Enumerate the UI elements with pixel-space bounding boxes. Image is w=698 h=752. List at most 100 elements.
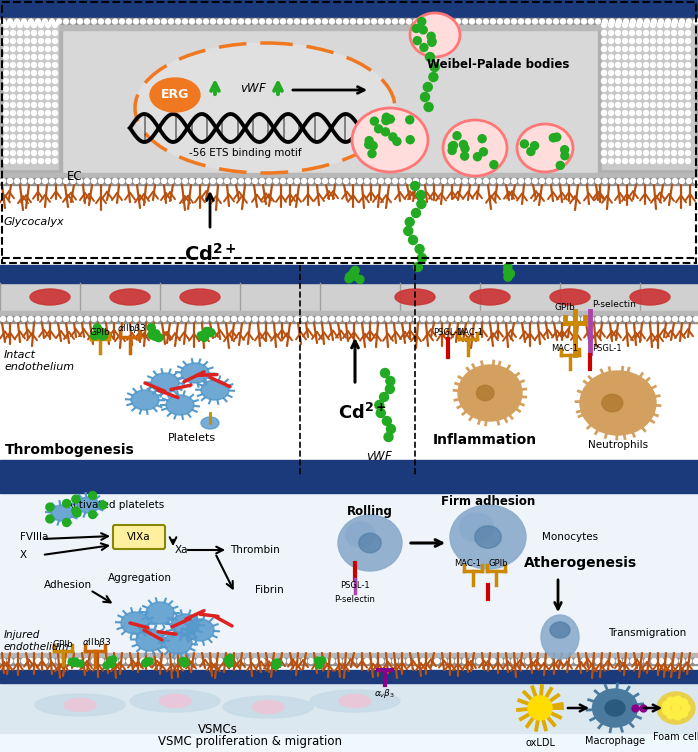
Circle shape <box>682 704 690 712</box>
Circle shape <box>52 95 57 99</box>
Circle shape <box>685 135 690 140</box>
Text: VIXa: VIXa <box>127 532 151 542</box>
Circle shape <box>246 19 251 24</box>
Circle shape <box>365 141 373 149</box>
Circle shape <box>456 178 461 183</box>
Circle shape <box>392 178 397 183</box>
Circle shape <box>161 19 167 24</box>
Circle shape <box>406 317 412 322</box>
Circle shape <box>288 317 292 322</box>
Circle shape <box>602 38 607 44</box>
Circle shape <box>155 334 163 341</box>
Circle shape <box>142 660 149 667</box>
Circle shape <box>52 62 57 68</box>
Circle shape <box>24 135 29 140</box>
Circle shape <box>22 19 27 24</box>
Circle shape <box>351 272 359 280</box>
Circle shape <box>665 178 671 183</box>
Circle shape <box>408 235 417 244</box>
Circle shape <box>616 111 621 116</box>
Circle shape <box>560 659 565 663</box>
Circle shape <box>595 659 600 663</box>
Bar <box>2 2 696 263</box>
Circle shape <box>609 159 614 163</box>
Circle shape <box>671 135 676 140</box>
Circle shape <box>197 178 202 183</box>
Circle shape <box>260 178 265 183</box>
Circle shape <box>658 19 664 24</box>
Bar <box>0 25 698 30</box>
Circle shape <box>554 178 558 183</box>
Circle shape <box>651 159 655 163</box>
Circle shape <box>473 153 482 161</box>
Circle shape <box>658 95 662 99</box>
Circle shape <box>560 146 569 153</box>
Circle shape <box>556 162 564 169</box>
Circle shape <box>609 19 614 24</box>
Ellipse shape <box>166 395 194 415</box>
Circle shape <box>253 178 258 183</box>
Circle shape <box>630 31 634 35</box>
Circle shape <box>651 135 655 140</box>
Circle shape <box>45 71 50 75</box>
Circle shape <box>189 317 195 322</box>
Circle shape <box>503 268 512 276</box>
Circle shape <box>678 71 683 75</box>
Circle shape <box>630 95 634 99</box>
Circle shape <box>181 660 188 667</box>
Circle shape <box>24 142 29 147</box>
Circle shape <box>678 135 683 140</box>
Circle shape <box>540 317 544 322</box>
Ellipse shape <box>550 622 570 638</box>
Text: Monocytes: Monocytes <box>542 532 598 542</box>
Circle shape <box>24 119 29 123</box>
Circle shape <box>477 659 482 663</box>
Circle shape <box>678 54 683 59</box>
Circle shape <box>413 19 419 24</box>
Circle shape <box>154 659 160 663</box>
Circle shape <box>630 150 634 156</box>
Circle shape <box>609 150 614 156</box>
Circle shape <box>143 658 150 666</box>
Circle shape <box>616 178 621 183</box>
Circle shape <box>685 62 690 68</box>
Circle shape <box>609 317 614 322</box>
Text: oxLDL: oxLDL <box>525 738 555 748</box>
Circle shape <box>50 659 54 663</box>
Circle shape <box>205 328 213 336</box>
Circle shape <box>302 317 306 322</box>
Circle shape <box>602 159 607 163</box>
Circle shape <box>147 178 152 183</box>
Circle shape <box>24 47 29 51</box>
Circle shape <box>427 178 433 183</box>
Circle shape <box>574 178 579 183</box>
Circle shape <box>434 317 440 322</box>
Circle shape <box>664 119 669 123</box>
Circle shape <box>644 19 650 24</box>
Circle shape <box>3 23 8 28</box>
Circle shape <box>685 86 690 92</box>
Circle shape <box>533 178 537 183</box>
Circle shape <box>658 159 662 163</box>
Circle shape <box>687 19 692 24</box>
Circle shape <box>526 659 530 663</box>
Ellipse shape <box>201 417 219 429</box>
Circle shape <box>662 707 671 714</box>
Circle shape <box>211 317 216 322</box>
Circle shape <box>365 137 373 144</box>
Circle shape <box>588 178 593 183</box>
Text: $vWF$: $vWF$ <box>240 81 267 95</box>
Text: Injured
endothelium: Injured endothelium <box>4 630 70 651</box>
Circle shape <box>309 178 313 183</box>
Circle shape <box>664 135 669 140</box>
Circle shape <box>623 31 628 35</box>
Circle shape <box>484 659 489 663</box>
Circle shape <box>197 317 202 322</box>
Circle shape <box>588 19 593 24</box>
Text: VSMCs: VSMCs <box>198 723 238 736</box>
Circle shape <box>10 31 15 35</box>
Circle shape <box>637 126 641 132</box>
Circle shape <box>24 102 29 108</box>
Circle shape <box>420 178 426 183</box>
Circle shape <box>540 178 544 183</box>
